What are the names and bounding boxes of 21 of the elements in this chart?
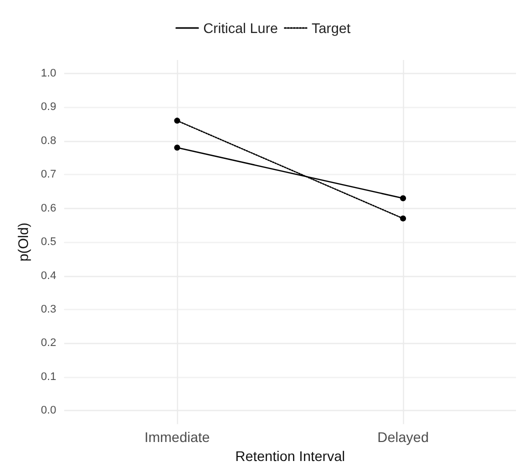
legend-label: Target [312,20,351,36]
y-tick-label: 0.0 [40,404,56,417]
y-tick-label: 0.6 [40,202,56,214]
x-tick-label: Immediate [144,429,210,446]
y-tick-label: 0.3 [40,303,56,316]
point [400,215,406,222]
y-tick-label: 0.5 [40,236,56,248]
y-tick-label: 0.9 [40,101,56,114]
y-tick-label: 0.8 [40,134,56,147]
y-tick-label: 0.7 [40,168,56,181]
point [174,118,180,124]
x-tick-label: Delayed [377,429,429,446]
y-tick-label: 0.4 [40,270,56,282]
point [400,195,406,202]
y-tick-label: 1.0 [40,67,56,80]
point [174,144,180,151]
x-axis-title: Retention Interval [235,448,345,464]
y-tick-label: 0.2 [40,337,56,350]
y-tick-label: 0.1 [40,370,56,383]
y-axis-title: p(Old) [15,222,31,262]
legend-label: Critical Lure [203,20,278,36]
